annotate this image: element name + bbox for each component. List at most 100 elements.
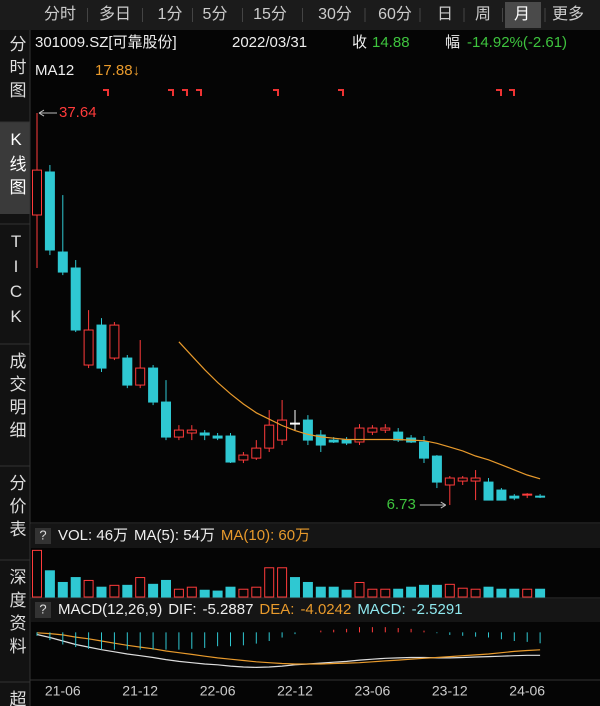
sidebar-item[interactable]: 分价表 — [7, 474, 27, 543]
volume-bar — [406, 586, 417, 598]
stock-code: 301009.SZ[可靠股份] — [35, 34, 177, 51]
candle-body — [354, 427, 365, 443]
volume-bar — [32, 549, 42, 598]
candle-body — [315, 434, 326, 446]
volume-bar — [135, 577, 146, 598]
candle-body — [302, 419, 313, 441]
volume-bar — [380, 588, 391, 598]
sidebar-item[interactable]: 超 — [7, 690, 27, 706]
volume-bar — [225, 586, 236, 598]
sidebar-selected-bg — [0, 122, 30, 214]
legend-item: MA(10): 60万 — [221, 527, 310, 544]
tab[interactable]: 15分 — [253, 5, 287, 23]
candle-body — [419, 441, 429, 459]
candle-body — [122, 357, 133, 386]
candle-body — [290, 422, 300, 425]
volume-bar — [522, 588, 533, 598]
tab[interactable]: 5分 — [203, 5, 228, 23]
volume-bar — [96, 586, 107, 598]
volume-bar — [290, 577, 300, 598]
legend-item: -2.5291 — [412, 601, 463, 618]
volume-bar — [122, 584, 133, 598]
volume-bar — [315, 586, 326, 598]
tab[interactable]: 1分 — [158, 5, 183, 23]
candle-body — [431, 455, 442, 483]
candle-body — [457, 477, 468, 482]
candle-body — [535, 495, 546, 498]
candle-body — [470, 477, 481, 482]
candle-body — [328, 439, 339, 443]
macd-line — [36, 633, 541, 669]
x-tick-label: 24-06 — [509, 683, 545, 699]
volume-bar — [496, 588, 507, 598]
volume-bar — [264, 567, 275, 598]
candle-body — [186, 429, 197, 434]
tab[interactable]: 日 — [437, 6, 453, 23]
volume-bar — [277, 567, 288, 598]
candle-body — [135, 367, 146, 386]
x-tick-label: 23-06 — [354, 683, 390, 699]
candle-body — [367, 427, 378, 433]
x-tick-label: 23-12 — [432, 683, 468, 699]
x-tick-label: 21-12 — [122, 683, 158, 699]
volume-bar — [328, 586, 339, 598]
legend-item: MACD: — [357, 601, 405, 618]
x-tick-label: 22-12 — [277, 683, 313, 699]
help-icon[interactable] — [35, 602, 51, 618]
candle-body — [161, 401, 171, 438]
help-text: ? — [39, 527, 46, 542]
volume-bar — [199, 589, 210, 598]
tab[interactable]: 多日 — [99, 5, 131, 23]
volume-bar — [83, 579, 94, 598]
volume-bar — [109, 584, 120, 598]
tab[interactable]: 分时 — [44, 5, 76, 23]
sidebar-item[interactable]: 成交明细 — [7, 352, 27, 444]
volume-bar — [419, 584, 429, 598]
candle-body — [148, 367, 159, 403]
volume-bar — [341, 589, 352, 598]
volume-bar — [70, 577, 81, 598]
candle-body — [277, 419, 288, 441]
macd-line — [36, 632, 541, 665]
candle-body — [496, 489, 507, 501]
tab[interactable]: 60分 — [378, 5, 412, 23]
tab[interactable]: 30分 — [318, 5, 352, 23]
volume-bar — [212, 590, 223, 598]
candle-body — [57, 251, 68, 273]
volume-bar — [470, 588, 481, 598]
volume-bar — [186, 586, 197, 598]
help-icon[interactable] — [35, 528, 51, 544]
legend: MACD(12,26,9) DIF: -5.2887 DEA: -4.0242 MACD:… — [58, 601, 463, 618]
volume-bar — [148, 583, 159, 598]
legend-item: MACD(12,26,9) — [58, 601, 162, 618]
candle-body — [264, 424, 275, 449]
sidebar-item[interactable]: K线图 — [7, 130, 27, 201]
sidebar-item[interactable]: 分时图 — [7, 35, 27, 104]
vol-header-bg — [31, 524, 600, 548]
legend-item: DEA: — [259, 601, 294, 618]
volume-bar — [509, 588, 520, 598]
close-label: 收 — [352, 34, 367, 51]
ma-value: 17.88↓ — [95, 62, 140, 79]
help-text: ? — [39, 601, 46, 616]
volume-bar — [302, 581, 313, 598]
annotation-arrow — [419, 501, 447, 509]
legend: VOL: 46万 MA(5): 54万 MA(10): 60万 — [58, 527, 310, 544]
sidebar-item[interactable]: 深度资料 — [7, 568, 27, 660]
volume-bar — [431, 584, 442, 598]
candle-body — [380, 427, 391, 431]
legend-item: -4.0242 — [300, 601, 351, 618]
tab[interactable]: 周 — [475, 6, 491, 23]
tab[interactable]: 月 — [514, 6, 530, 23]
close: 14.88 — [372, 34, 410, 51]
tab[interactable]: 更多 — [552, 5, 584, 23]
sidebar-item[interactable]: TICK — [7, 232, 26, 332]
candle-body — [238, 454, 249, 461]
tabs[interactable]: 分时 多日 1分 5分 15分 30分 60分 日 周 月 更多 — [44, 5, 584, 23]
tab-selected-bg — [505, 2, 541, 28]
candle-body — [444, 477, 455, 486]
volume-bar — [44, 570, 55, 598]
volume-bar — [238, 588, 249, 598]
